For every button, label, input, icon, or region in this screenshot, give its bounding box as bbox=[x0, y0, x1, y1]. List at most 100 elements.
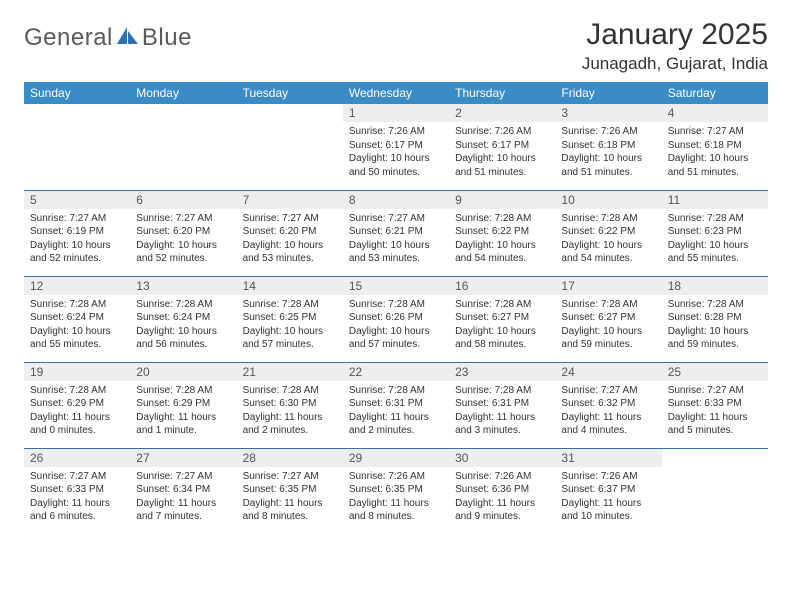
sunset-line: Sunset: 6:27 PM bbox=[561, 311, 655, 325]
daylight-line: Daylight: 11 hours and 2 minutes. bbox=[349, 411, 443, 438]
day-number: 10 bbox=[555, 191, 661, 209]
sunrise-line: Sunrise: 7:27 AM bbox=[30, 470, 124, 484]
day-details: Sunrise: 7:26 AMSunset: 6:37 PMDaylight:… bbox=[555, 467, 661, 527]
day-details: Sunrise: 7:28 AMSunset: 6:29 PMDaylight:… bbox=[24, 381, 130, 441]
sunrise-line: Sunrise: 7:28 AM bbox=[349, 298, 443, 312]
day-number: 26 bbox=[24, 449, 130, 467]
calendar-day-cell: 19Sunrise: 7:28 AMSunset: 6:29 PMDayligh… bbox=[24, 362, 130, 448]
calendar-day-cell: 1Sunrise: 7:26 AMSunset: 6:17 PMDaylight… bbox=[343, 104, 449, 190]
daylight-line: Daylight: 10 hours and 51 minutes. bbox=[668, 152, 762, 179]
sunrise-line: Sunrise: 7:28 AM bbox=[455, 212, 549, 226]
sunrise-line: Sunrise: 7:27 AM bbox=[668, 125, 762, 139]
day-details: Sunrise: 7:27 AMSunset: 6:19 PMDaylight:… bbox=[24, 209, 130, 269]
day-details: Sunrise: 7:28 AMSunset: 6:24 PMDaylight:… bbox=[130, 295, 236, 355]
brand-second: Blue bbox=[142, 24, 192, 52]
location: Junagadh, Gujarat, India bbox=[582, 54, 768, 74]
day-number: 1 bbox=[343, 104, 449, 122]
sunset-line: Sunset: 6:29 PM bbox=[30, 397, 124, 411]
calendar-week-row: 19Sunrise: 7:28 AMSunset: 6:29 PMDayligh… bbox=[24, 362, 768, 448]
day-number: 16 bbox=[449, 277, 555, 295]
day-number: 21 bbox=[237, 363, 343, 381]
daylight-line: Daylight: 11 hours and 2 minutes. bbox=[243, 411, 337, 438]
daylight-line: Daylight: 11 hours and 6 minutes. bbox=[30, 497, 124, 524]
daylight-line: Daylight: 11 hours and 8 minutes. bbox=[243, 497, 337, 524]
day-number: 6 bbox=[130, 191, 236, 209]
sunrise-line: Sunrise: 7:28 AM bbox=[668, 212, 762, 226]
daylight-line: Daylight: 10 hours and 58 minutes. bbox=[455, 325, 549, 352]
sunrise-line: Sunrise: 7:28 AM bbox=[243, 298, 337, 312]
day-number: 25 bbox=[662, 363, 768, 381]
sunset-line: Sunset: 6:27 PM bbox=[455, 311, 549, 325]
daylight-line: Daylight: 11 hours and 4 minutes. bbox=[561, 411, 655, 438]
day-number: 15 bbox=[343, 277, 449, 295]
day-details: Sunrise: 7:28 AMSunset: 6:25 PMDaylight:… bbox=[237, 295, 343, 355]
sunrise-line: Sunrise: 7:26 AM bbox=[561, 470, 655, 484]
sunrise-line: Sunrise: 7:27 AM bbox=[136, 212, 230, 226]
day-details: Sunrise: 7:26 AMSunset: 6:35 PMDaylight:… bbox=[343, 467, 449, 527]
sunset-line: Sunset: 6:20 PM bbox=[243, 225, 337, 239]
sunrise-line: Sunrise: 7:26 AM bbox=[349, 470, 443, 484]
day-number: 18 bbox=[662, 277, 768, 295]
day-details: Sunrise: 7:27 AMSunset: 6:34 PMDaylight:… bbox=[130, 467, 236, 527]
sunset-line: Sunset: 6:18 PM bbox=[561, 139, 655, 153]
sunset-line: Sunset: 6:26 PM bbox=[349, 311, 443, 325]
day-details: Sunrise: 7:27 AMSunset: 6:20 PMDaylight:… bbox=[237, 209, 343, 269]
day-details: Sunrise: 7:27 AMSunset: 6:32 PMDaylight:… bbox=[555, 381, 661, 441]
sunset-line: Sunset: 6:17 PM bbox=[349, 139, 443, 153]
daylight-line: Daylight: 11 hours and 5 minutes. bbox=[668, 411, 762, 438]
weekday-header: Friday bbox=[555, 82, 661, 104]
day-details: Sunrise: 7:28 AMSunset: 6:29 PMDaylight:… bbox=[130, 381, 236, 441]
sunset-line: Sunset: 6:33 PM bbox=[30, 483, 124, 497]
sunrise-line: Sunrise: 7:27 AM bbox=[136, 470, 230, 484]
calendar-day-cell: 12Sunrise: 7:28 AMSunset: 6:24 PMDayligh… bbox=[24, 276, 130, 362]
day-details: Sunrise: 7:26 AMSunset: 6:17 PMDaylight:… bbox=[343, 122, 449, 182]
sunset-line: Sunset: 6:31 PM bbox=[455, 397, 549, 411]
day-number: 7 bbox=[237, 191, 343, 209]
header: General Blue January 2025 Junagadh, Guja… bbox=[24, 18, 768, 74]
day-details: Sunrise: 7:28 AMSunset: 6:28 PMDaylight:… bbox=[662, 295, 768, 355]
day-number: 27 bbox=[130, 449, 236, 467]
daylight-line: Daylight: 11 hours and 1 minute. bbox=[136, 411, 230, 438]
daylight-line: Daylight: 10 hours and 55 minutes. bbox=[668, 239, 762, 266]
sunset-line: Sunset: 6:24 PM bbox=[30, 311, 124, 325]
day-number: 12 bbox=[24, 277, 130, 295]
day-number: 22 bbox=[343, 363, 449, 381]
daylight-line: Daylight: 10 hours and 59 minutes. bbox=[561, 325, 655, 352]
day-number: 30 bbox=[449, 449, 555, 467]
sunset-line: Sunset: 6:28 PM bbox=[668, 311, 762, 325]
sunrise-line: Sunrise: 7:28 AM bbox=[243, 384, 337, 398]
daylight-line: Daylight: 10 hours and 55 minutes. bbox=[30, 325, 124, 352]
day-details: Sunrise: 7:28 AMSunset: 6:27 PMDaylight:… bbox=[555, 295, 661, 355]
sunset-line: Sunset: 6:36 PM bbox=[455, 483, 549, 497]
day-details: Sunrise: 7:28 AMSunset: 6:23 PMDaylight:… bbox=[662, 209, 768, 269]
daylight-line: Daylight: 10 hours and 54 minutes. bbox=[455, 239, 549, 266]
sunset-line: Sunset: 6:30 PM bbox=[243, 397, 337, 411]
sunrise-line: Sunrise: 7:28 AM bbox=[561, 212, 655, 226]
sunrise-line: Sunrise: 7:27 AM bbox=[30, 212, 124, 226]
day-number: 17 bbox=[555, 277, 661, 295]
sunset-line: Sunset: 6:23 PM bbox=[668, 225, 762, 239]
brand-logo: General Blue bbox=[24, 24, 192, 52]
day-details: Sunrise: 7:28 AMSunset: 6:22 PMDaylight:… bbox=[555, 209, 661, 269]
daylight-line: Daylight: 10 hours and 50 minutes. bbox=[349, 152, 443, 179]
daylight-line: Daylight: 11 hours and 0 minutes. bbox=[30, 411, 124, 438]
day-details: Sunrise: 7:27 AMSunset: 6:33 PMDaylight:… bbox=[662, 381, 768, 441]
daylight-line: Daylight: 10 hours and 54 minutes. bbox=[561, 239, 655, 266]
weekday-header: Thursday bbox=[449, 82, 555, 104]
daylight-line: Daylight: 10 hours and 52 minutes. bbox=[136, 239, 230, 266]
day-details: Sunrise: 7:28 AMSunset: 6:30 PMDaylight:… bbox=[237, 381, 343, 441]
day-number: 19 bbox=[24, 363, 130, 381]
weekday-header: Monday bbox=[130, 82, 236, 104]
daylight-line: Daylight: 11 hours and 10 minutes. bbox=[561, 497, 655, 524]
sunrise-line: Sunrise: 7:27 AM bbox=[349, 212, 443, 226]
sunset-line: Sunset: 6:31 PM bbox=[349, 397, 443, 411]
sunset-line: Sunset: 6:21 PM bbox=[349, 225, 443, 239]
calendar-day-cell: 4Sunrise: 7:27 AMSunset: 6:18 PMDaylight… bbox=[662, 104, 768, 190]
day-number: 20 bbox=[130, 363, 236, 381]
calendar-day-cell: 20Sunrise: 7:28 AMSunset: 6:29 PMDayligh… bbox=[130, 362, 236, 448]
sunrise-line: Sunrise: 7:26 AM bbox=[561, 125, 655, 139]
weekday-header: Sunday bbox=[24, 82, 130, 104]
day-number: 8 bbox=[343, 191, 449, 209]
sunrise-line: Sunrise: 7:26 AM bbox=[455, 470, 549, 484]
sunset-line: Sunset: 6:19 PM bbox=[30, 225, 124, 239]
